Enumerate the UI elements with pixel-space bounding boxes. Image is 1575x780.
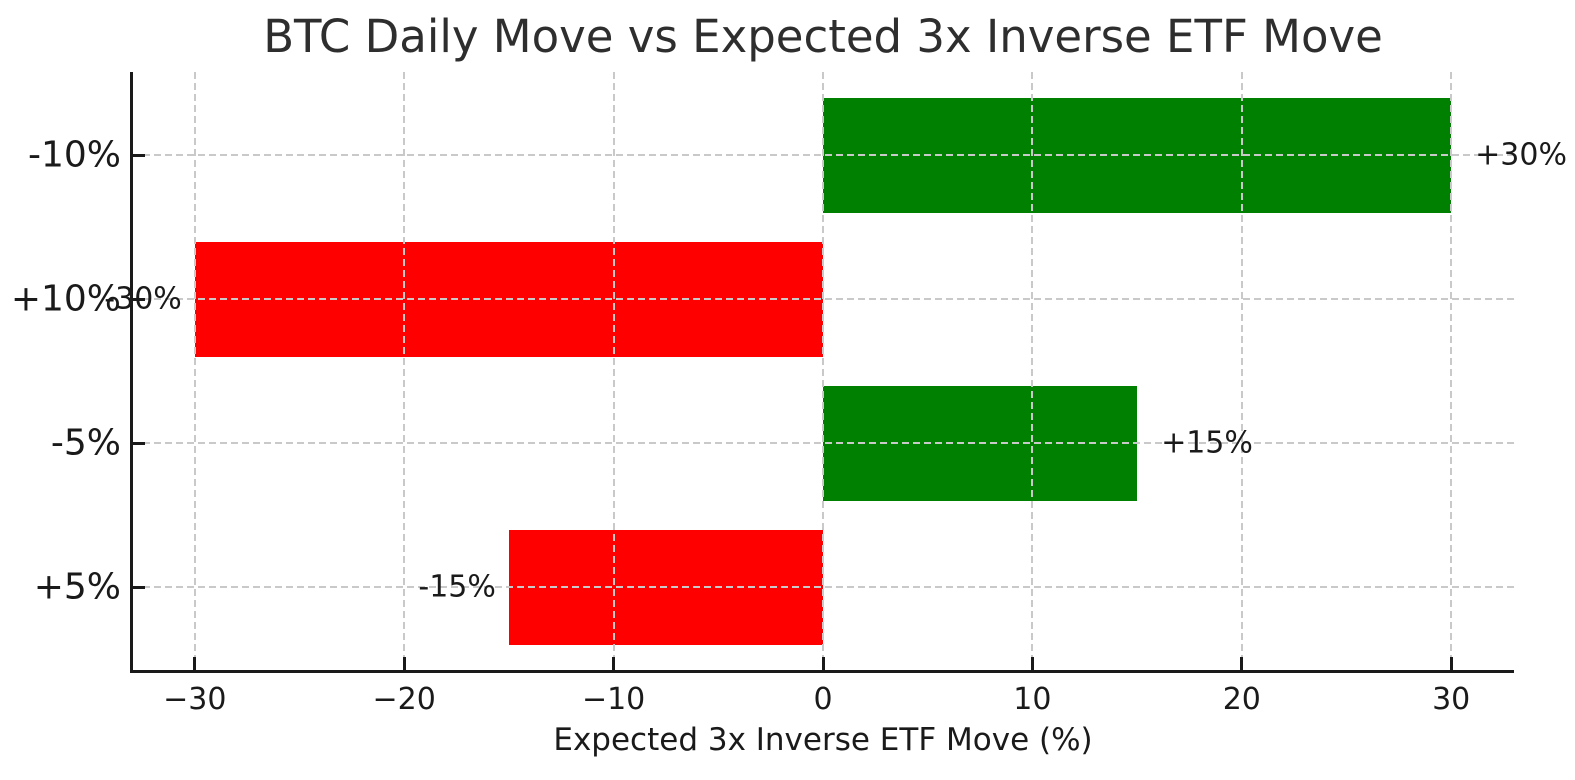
x-tick-label: 10 [1013,682,1052,717]
x-axis-tick [1449,657,1453,670]
gridline-horizontal [132,586,1514,588]
y-axis-tick [132,585,145,589]
x-tick-label: 30 [1432,682,1471,717]
chart-title: BTC Daily Move vs Expected 3x Inverse ET… [263,10,1383,63]
x-tick-label: −20 [372,682,436,717]
gridline-vertical [1031,72,1034,670]
x-axis-spine [130,670,1514,673]
x-axis-tick [612,657,616,670]
x-axis-tick [193,657,197,670]
y-axis-tick [132,297,145,301]
y-tick-label: -5% [50,422,121,464]
bar-value-label: -30% [104,281,182,317]
gridline-horizontal [132,154,1514,156]
y-axis-tick [132,441,145,445]
x-axis-tick [821,657,825,670]
y-tick-label: +5% [33,566,121,608]
y-axis-tick [132,153,145,157]
y-tick-label: -10% [27,134,121,176]
bar-value-label: +15% [1161,425,1253,461]
x-axis-tick [1030,657,1034,670]
x-tick-label: 0 [813,682,833,717]
gridline-horizontal [132,298,1514,300]
bar-value-label: +30% [1475,137,1567,173]
x-axis-label: Expected 3x Inverse ETF Move (%) [553,722,1093,758]
x-tick-label: −10 [581,682,646,717]
gridline-horizontal [132,442,1514,444]
x-axis-tick [402,657,406,670]
x-tick-label: 20 [1222,682,1261,717]
y-tick-label: +10% [10,278,121,320]
gridline-vertical [822,72,824,670]
bar-value-label: -15% [418,569,496,605]
gridline-vertical [1240,72,1243,670]
gridline-vertical [1450,72,1453,670]
x-tick-label: −30 [163,682,227,717]
y-axis-spine [130,72,133,673]
x-axis-tick [1240,657,1244,670]
gridline-vertical [612,72,615,670]
gridline-vertical [193,72,196,670]
gridline-vertical [403,72,406,670]
